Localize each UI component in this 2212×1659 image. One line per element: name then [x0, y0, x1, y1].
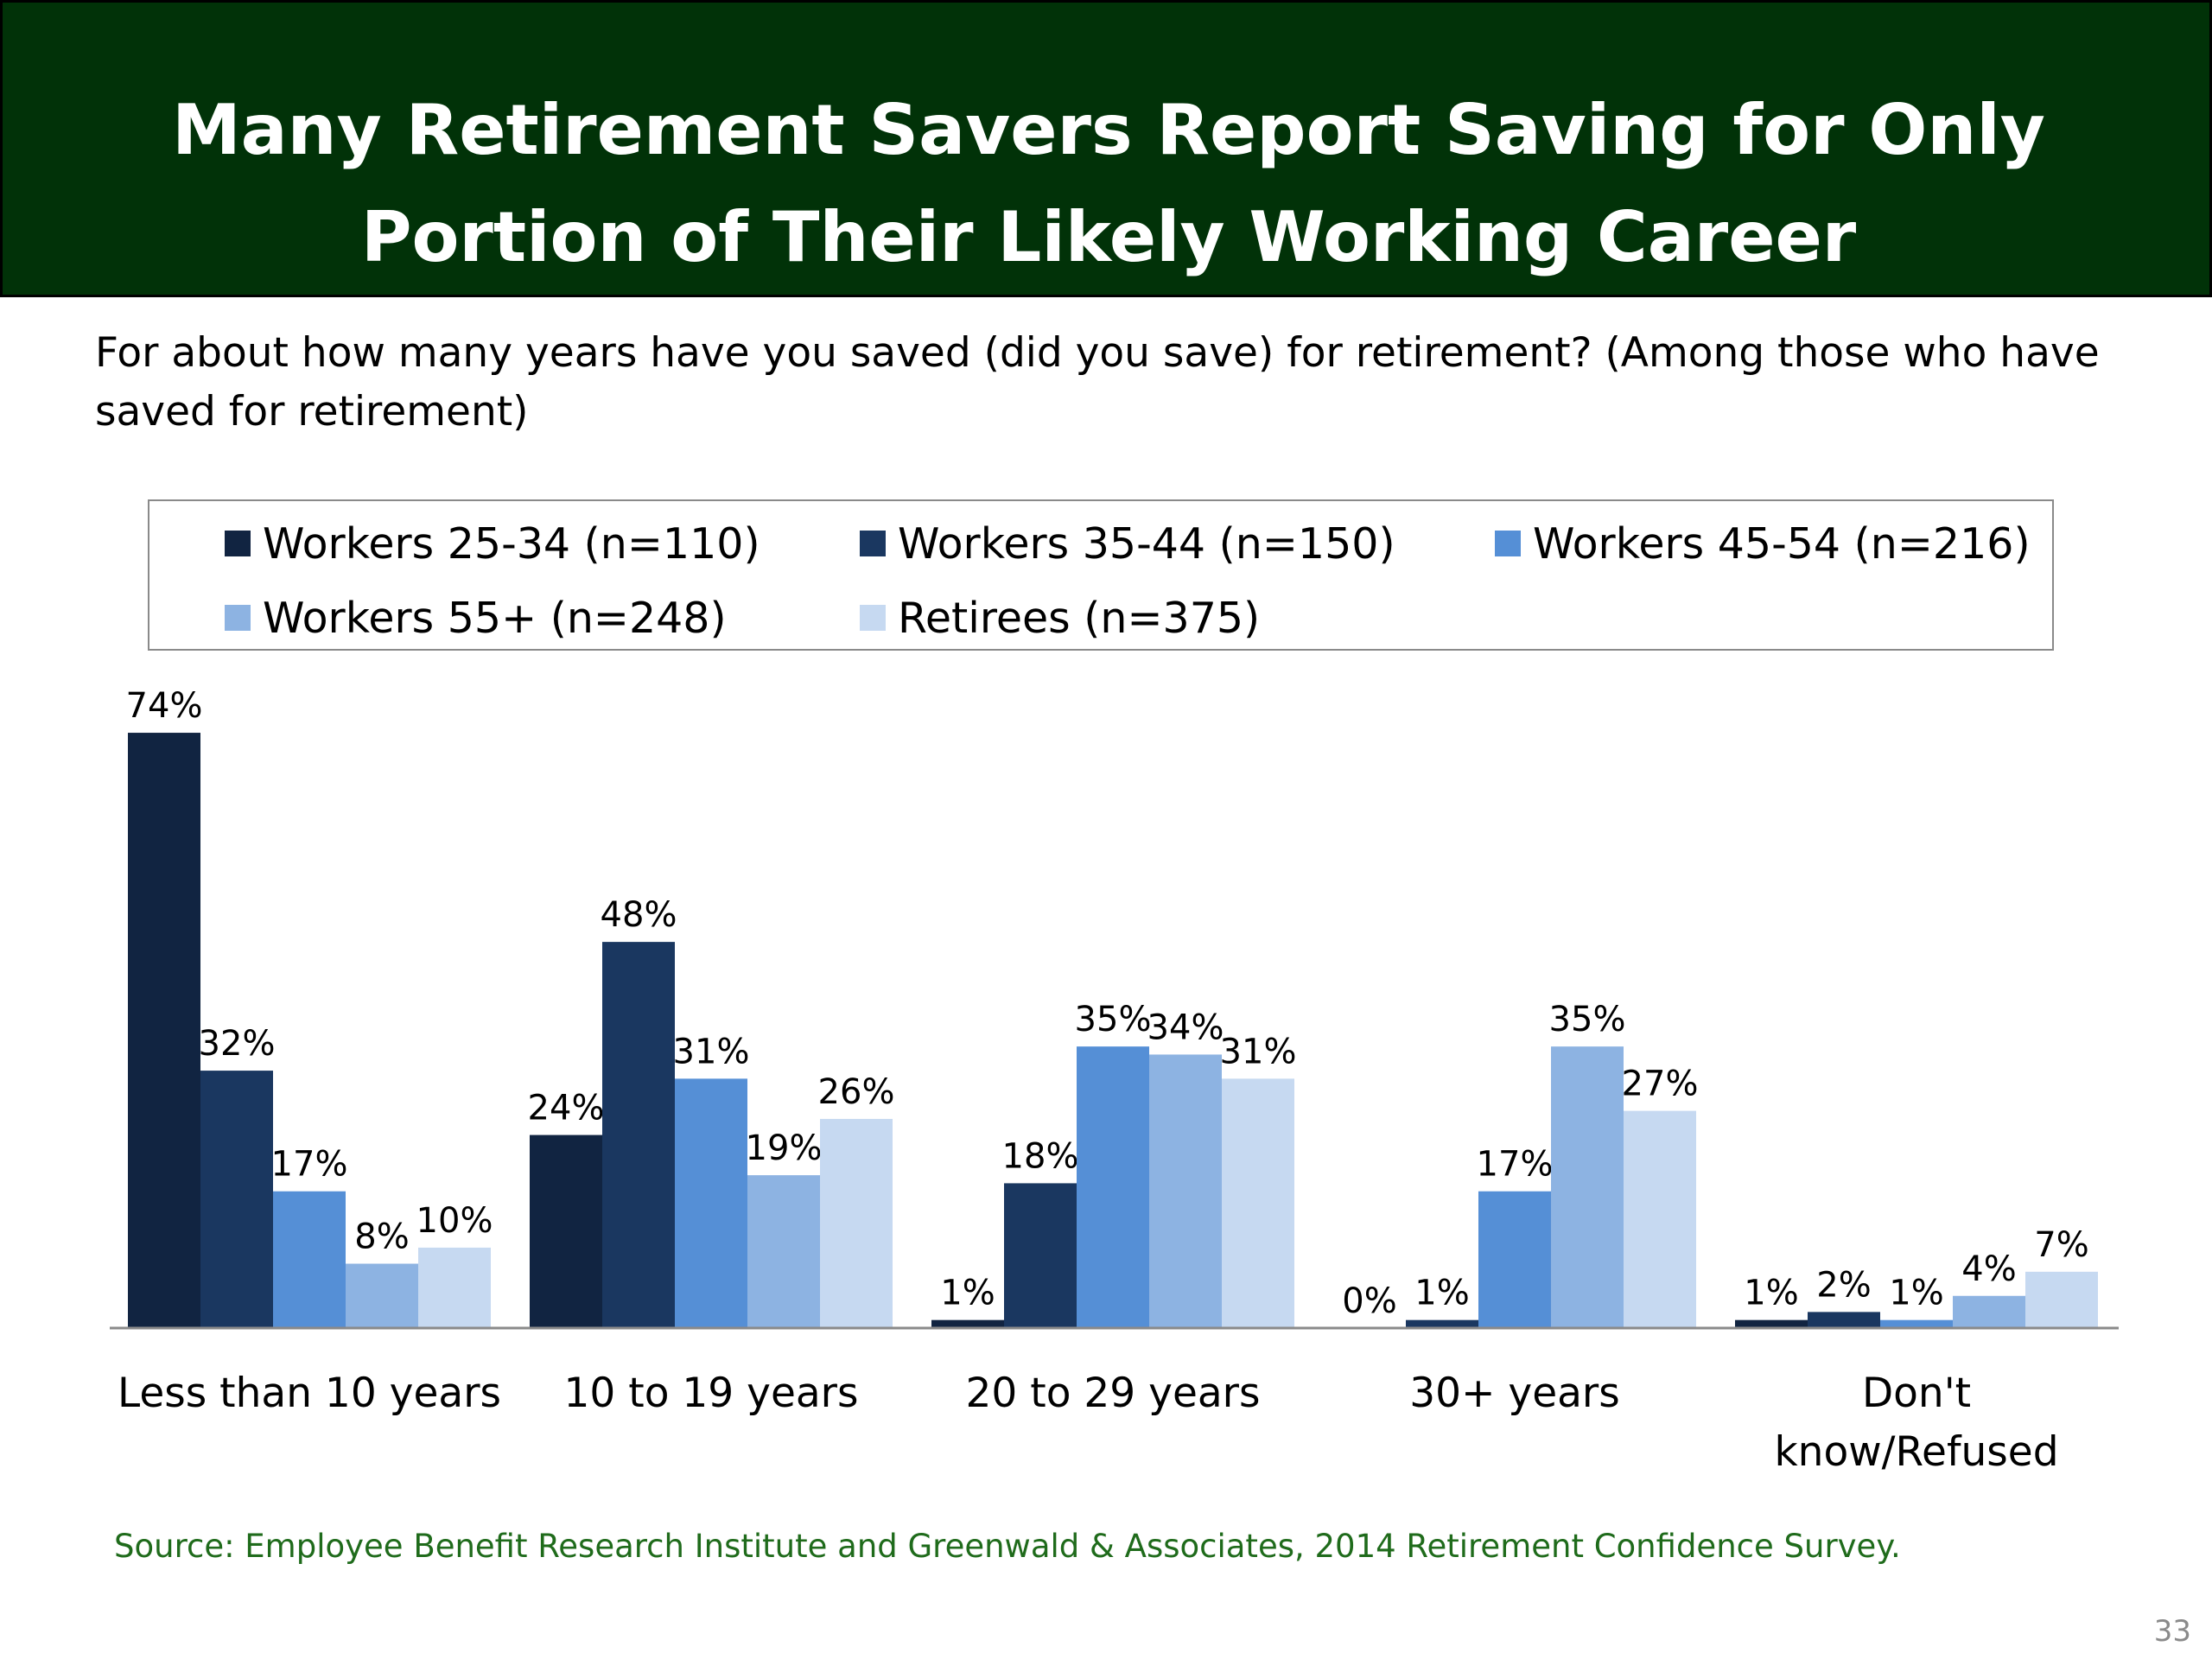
title-line-1: Many Retirement Savers Report Saving for… [172, 90, 2045, 170]
data-label: 48% [601, 895, 677, 935]
bar [1478, 1191, 1551, 1328]
data-label: 17% [271, 1145, 348, 1185]
bar [747, 1175, 820, 1328]
data-label: 1% [940, 1274, 995, 1313]
bar [1735, 1319, 1808, 1328]
bar [820, 1118, 893, 1328]
bar [128, 733, 200, 1328]
category-label: 20 to 29 years [966, 1370, 1261, 1417]
data-label: 0% [1342, 1281, 1396, 1321]
data-label: 7% [2034, 1225, 2088, 1265]
bar [1406, 1319, 1478, 1328]
bar [2025, 1271, 2098, 1328]
data-label: 4% [1961, 1249, 2016, 1289]
legend-swatch [225, 605, 251, 631]
bar [530, 1135, 602, 1328]
source-note: Source: Employee Benefit Research Instit… [114, 1528, 1901, 1565]
data-label: 1% [1414, 1274, 1469, 1313]
data-label: 26% [818, 1072, 895, 1112]
legend-label: Workers 45-54 (n=216) [1533, 519, 2031, 569]
legend-label: Workers 25-34 (n=110) [263, 519, 760, 569]
data-label: 8% [354, 1217, 409, 1257]
bar [1004, 1183, 1077, 1328]
data-label: 10% [416, 1201, 493, 1241]
data-label: 32% [199, 1024, 276, 1064]
bar [1077, 1046, 1149, 1328]
data-label: 1% [1744, 1274, 1798, 1313]
bar [273, 1191, 346, 1328]
data-label: 24% [528, 1089, 605, 1128]
title-banner: Many Retirement Savers Report Saving for… [0, 0, 2212, 297]
data-label: 27% [1622, 1065, 1699, 1104]
title-line-2: Portion of Their Likely Working Career [360, 197, 1857, 277]
bar [1551, 1046, 1624, 1328]
data-label: 2% [1816, 1265, 1871, 1305]
data-label: 19% [746, 1128, 823, 1168]
bar [1624, 1110, 1696, 1328]
data-label: 31% [1220, 1032, 1297, 1071]
bar [200, 1071, 273, 1328]
data-label: 35% [1075, 1000, 1152, 1039]
bar [1880, 1319, 1953, 1328]
data-label: 31% [673, 1032, 750, 1071]
legend-label: Workers 55+ (n=248) [263, 594, 727, 643]
data-label: 34% [1147, 1007, 1224, 1047]
category-label: 30+ years [1409, 1370, 1619, 1417]
bar [1222, 1078, 1294, 1328]
legend-label: Retirees (n=375) [898, 594, 1261, 643]
legend-swatch [1495, 531, 1521, 556]
legend-swatch [860, 605, 886, 631]
bar [1808, 1312, 1880, 1328]
data-label: 17% [1477, 1145, 1554, 1185]
chart-legend: Workers 25-34 (n=110) Workers 35-44 (n=1… [148, 499, 2054, 651]
bar [931, 1319, 1004, 1328]
bar [675, 1078, 747, 1328]
data-label: 74% [126, 686, 203, 726]
bar [1149, 1054, 1222, 1328]
bar [346, 1263, 418, 1328]
category-label: 10 to 19 years [564, 1370, 859, 1417]
chart-subtitle: For about how many years have you saved … [95, 329, 2100, 435]
data-label: 18% [1002, 1136, 1079, 1176]
page-number: 33 [2153, 1614, 2191, 1649]
category-label: know/Refused [1774, 1428, 2058, 1476]
data-label: 1% [1889, 1274, 1943, 1313]
legend-label: Workers 35-44 (n=150) [898, 519, 1395, 569]
legend-swatch [860, 531, 886, 556]
category-label: Less than 10 years [118, 1370, 501, 1417]
bar [418, 1247, 491, 1328]
bar [1953, 1295, 2025, 1328]
bar [602, 942, 675, 1328]
data-label: 35% [1549, 1000, 1626, 1039]
legend-swatch [225, 531, 251, 556]
category-label: Don't [1862, 1370, 1971, 1417]
